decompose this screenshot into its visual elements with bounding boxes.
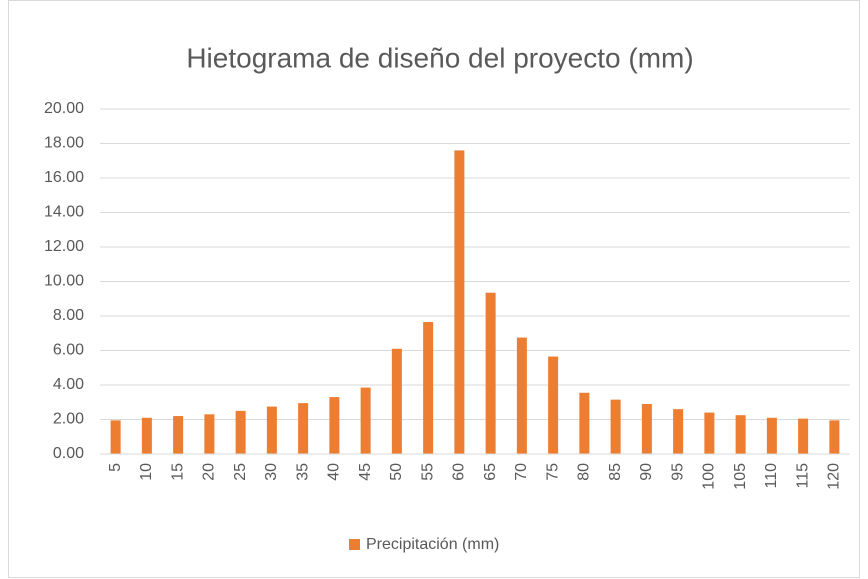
y-tick-label: 20.00 [44, 100, 84, 117]
bar [829, 420, 840, 454]
bar [110, 420, 121, 454]
x-tick-label: 55 [419, 463, 436, 481]
y-tick-label: 16.00 [44, 169, 84, 186]
x-tick-label: 85 [607, 463, 624, 481]
bar [141, 417, 152, 454]
bar [391, 348, 402, 454]
bar [641, 403, 652, 454]
x-tick-label: 110 [763, 463, 780, 489]
bar [298, 403, 309, 454]
x-tick-label: 50 [388, 463, 405, 481]
bar [266, 406, 277, 454]
bar [329, 397, 340, 454]
x-tick-label: 70 [513, 463, 530, 481]
y-tick-label: 4.00 [53, 376, 84, 393]
bar [423, 322, 434, 454]
y-tick-label: 12.00 [44, 238, 84, 255]
x-tick-label: 10 [138, 463, 155, 481]
bar [579, 392, 590, 454]
x-tick-label: 75 [544, 463, 561, 481]
x-tick-label: 80 [576, 463, 593, 481]
bar [610, 399, 621, 454]
y-tick-label: 18.00 [44, 135, 84, 152]
x-tick-label: 25 [232, 463, 249, 481]
bar [235, 410, 246, 454]
x-tick-label: 20 [201, 463, 218, 481]
x-tick-label: 15 [169, 463, 186, 481]
bar [766, 417, 777, 454]
bar [704, 412, 715, 454]
bar [173, 416, 184, 454]
x-tick-label: 95 [669, 463, 686, 481]
x-tick-label: 45 [357, 463, 374, 481]
x-tick-label: 30 [263, 463, 280, 481]
x-tick-label: 105 [732, 463, 749, 490]
bar [548, 356, 559, 454]
bar [798, 418, 809, 454]
x-tick-label: 40 [326, 463, 343, 481]
legend-swatch [349, 539, 360, 550]
bar [204, 414, 215, 454]
bar [454, 150, 465, 454]
y-tick-label: 2.00 [53, 411, 84, 428]
y-tick-label: 6.00 [53, 342, 84, 359]
x-tick-label: 65 [482, 463, 499, 481]
x-tick-label: 60 [451, 463, 468, 481]
bar [673, 409, 684, 454]
x-tick-label: 100 [701, 463, 718, 490]
y-tick-label: 0.00 [53, 445, 84, 462]
bar [485, 292, 496, 454]
y-tick-label: 10.00 [44, 273, 84, 290]
bar [360, 387, 371, 454]
chart-border [8, 0, 860, 578]
y-tick-label: 8.00 [53, 307, 84, 324]
y-tick-label: 14.00 [44, 204, 84, 221]
bar [735, 415, 746, 454]
x-tick-label: 90 [638, 463, 655, 481]
x-tick-label: 5 [107, 463, 124, 472]
x-tick-label: 120 [826, 463, 843, 490]
bar [516, 337, 527, 454]
x-tick-label: 35 [294, 463, 311, 481]
x-tick-label: 115 [794, 463, 811, 489]
chart-title: Hietograma de diseño del proyecto (mm) [186, 42, 693, 73]
legend-label: Precipitación (mm) [366, 536, 499, 553]
